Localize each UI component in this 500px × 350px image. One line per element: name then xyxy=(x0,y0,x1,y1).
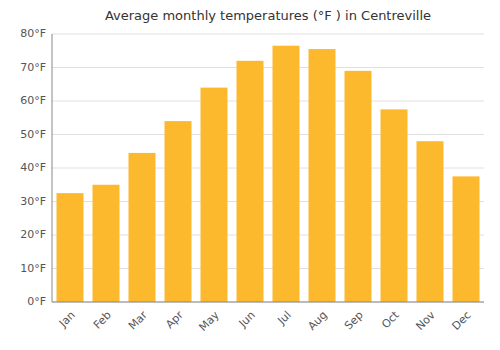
x-tick-label: Oct xyxy=(379,308,402,331)
bar xyxy=(165,121,192,302)
x-tick-label: Jun xyxy=(236,309,258,331)
chart: 0°F 10°F 20°F 30°F 40°F 50°F 60°F 70°F 80°F Jan Fe… xyxy=(0,0,500,350)
grid xyxy=(52,34,484,302)
x-tick-label: Sep xyxy=(342,309,366,333)
x-tick-label: Mar xyxy=(126,308,150,332)
y-tick-label: 40°F xyxy=(20,161,46,174)
bar xyxy=(57,193,84,302)
x-tick-label: Aug xyxy=(305,309,329,333)
y-tick-label: 30°F xyxy=(20,195,46,208)
x-tick-label: Dec xyxy=(450,309,474,333)
bars xyxy=(57,46,480,302)
x-axis-line xyxy=(52,302,484,303)
y-tick-label: 70°F xyxy=(20,61,46,74)
bar xyxy=(237,61,264,302)
page: {"chart_data": {"type": "bar", "title": … xyxy=(0,0,500,350)
x-tick-label: Apr xyxy=(163,308,186,331)
grid-line xyxy=(52,34,484,35)
bar xyxy=(201,88,228,302)
x-tick-label: Feb xyxy=(91,309,114,332)
y-tick-label: 0°F xyxy=(27,295,46,308)
grid-line xyxy=(52,67,484,68)
x-tick-label: Jan xyxy=(56,309,78,331)
y-tick-label: 80°F xyxy=(20,27,46,40)
y-tick-label: 20°F xyxy=(20,228,46,241)
bar xyxy=(345,71,372,302)
bar xyxy=(417,141,444,302)
bar xyxy=(453,176,480,302)
bar xyxy=(273,46,300,302)
x-tick-label: Nov xyxy=(413,308,438,333)
x-axis: Jan Feb Mar Apr May Jun Jul Aug Sep Oct Nov Dec xyxy=(56,308,474,334)
y-tick-label: 10°F xyxy=(20,262,46,275)
bar xyxy=(381,109,408,302)
grid-line xyxy=(52,101,484,102)
bar xyxy=(309,49,336,302)
bar xyxy=(93,185,120,302)
x-tick-label: Jul xyxy=(274,309,293,328)
y-tick-label: 60°F xyxy=(20,94,46,107)
bar xyxy=(129,153,156,302)
title: Average monthly temperatures (°F ) in Ce… xyxy=(105,8,431,23)
y-tick-label: 50°F xyxy=(20,128,46,141)
y-axis-line xyxy=(52,34,53,302)
y-axis: 0°F 10°F 20°F 30°F 40°F 50°F 60°F 70°F 80°F xyxy=(20,27,46,308)
grid-line xyxy=(52,134,484,135)
grid-line xyxy=(52,302,484,303)
x-tick-label: May xyxy=(196,308,222,334)
